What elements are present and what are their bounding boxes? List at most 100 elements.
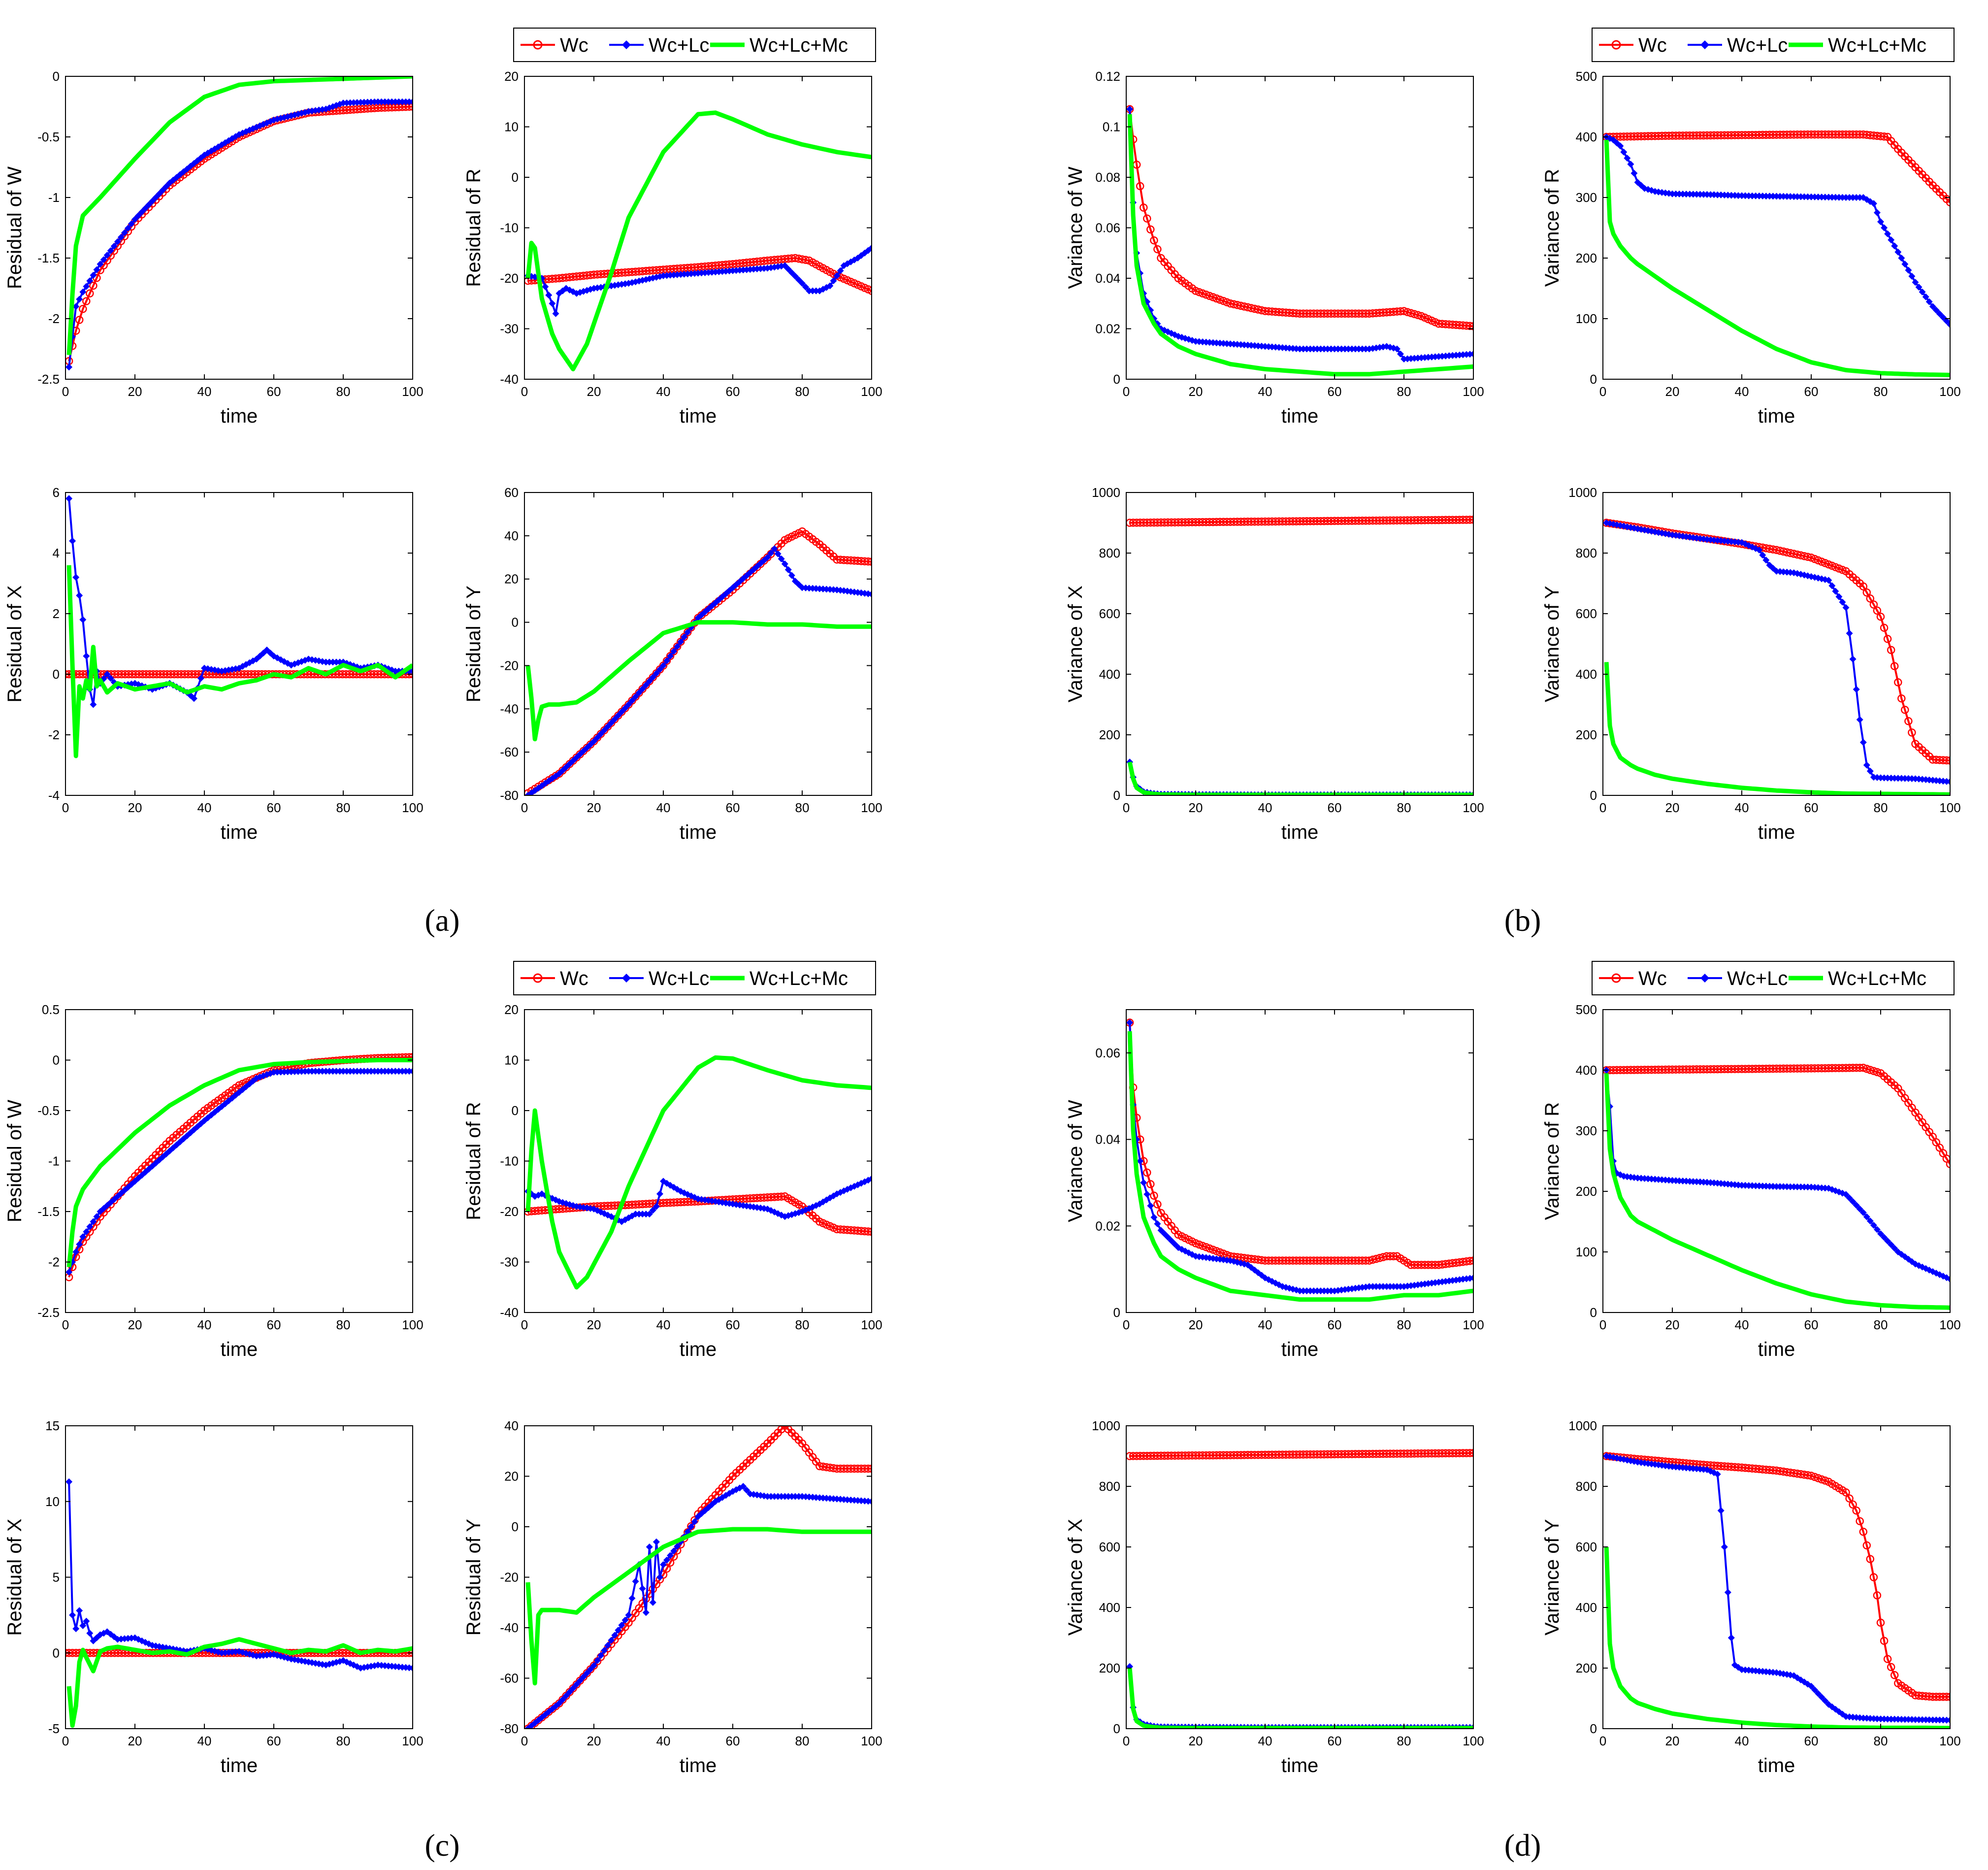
point-wc-lc	[350, 1068, 358, 1075]
axes-box	[1602, 492, 1951, 796]
point-wc-lc	[121, 229, 128, 236]
x-tick-label: 60	[267, 1734, 281, 1748]
x-tick-label: 20	[587, 384, 601, 399]
legend-marker-wc	[533, 973, 543, 983]
point-wc-lc	[691, 1518, 698, 1525]
point-wc-lc	[580, 1673, 587, 1680]
point-wc	[867, 287, 872, 295]
series-wc-lc-b1	[1126, 105, 1473, 362]
point-wc-lc	[646, 1211, 653, 1218]
y-tick-label: -80	[500, 1721, 519, 1736]
x-tick-label: 60	[1328, 800, 1342, 815]
point-wc	[1198, 289, 1207, 298]
point-wc-lc	[103, 252, 111, 259]
series-wc-lc-mc-c4	[525, 1527, 872, 1686]
point-wc	[1859, 1063, 1868, 1072]
y-tick-label: -20	[500, 271, 519, 286]
series-wc-lc-mc-b3	[1127, 761, 1473, 795]
legend-box	[1592, 28, 1955, 62]
point-wc	[1887, 1663, 1895, 1672]
point-wc	[1866, 594, 1875, 603]
point-wc-lc	[124, 225, 131, 232]
point-wc	[662, 1564, 671, 1573]
point-wc-lc	[799, 280, 806, 287]
y-tick-label: -1.5	[37, 1204, 60, 1219]
x-tick-label: 60	[726, 1317, 740, 1332]
x-tick-label: 0	[521, 1734, 528, 1748]
point-wc-lc	[791, 272, 799, 280]
x-tick-label: 100	[402, 384, 423, 399]
x-tick-label: 40	[656, 1734, 671, 1748]
point-wc-lc	[152, 194, 160, 201]
point-wc-lc	[409, 667, 413, 675]
x-tick-label: 0	[62, 1317, 69, 1332]
point-wc-lc	[65, 1478, 73, 1485]
legend-marker-wc	[533, 40, 543, 50]
point-wc-lc	[65, 1269, 73, 1276]
point-wc-lc	[674, 643, 681, 650]
point-wc-lc	[1126, 105, 1134, 113]
chart-d2: 0 20 40 60 80 100 0 100 200 300 400 500 time Variance…	[1541, 961, 1961, 1360]
point-wc-lc	[868, 591, 872, 598]
point-wc-lc	[1884, 230, 1891, 237]
y-tick-label: 200	[1576, 1661, 1597, 1675]
point-wc-lc	[1846, 630, 1853, 637]
axes-box	[524, 76, 872, 380]
y-tick-label: 0	[1590, 788, 1597, 803]
x-tick-label: 60	[1804, 1734, 1819, 1748]
point-wc-lc	[1303, 1287, 1310, 1295]
point-wc-lc	[740, 1483, 747, 1490]
x-tick-label: 100	[861, 1734, 882, 1748]
point-wc-lc	[1894, 248, 1902, 256]
x-tick-label: 20	[1189, 384, 1203, 399]
y-tick-label: 0	[512, 1103, 519, 1118]
point-wc-lc	[402, 98, 409, 105]
point-wc-lc	[100, 256, 107, 263]
point-wc-lc	[1310, 345, 1317, 353]
y-tick-label: 10	[504, 120, 519, 134]
point-wc	[1136, 182, 1144, 191]
point-wc-lc	[1859, 739, 1867, 746]
point-wc-lc	[621, 705, 629, 712]
point-wc-lc	[632, 1211, 639, 1218]
point-wc-lc	[1832, 588, 1839, 595]
x-tick-label: 60	[1804, 800, 1819, 815]
point-wc-lc	[1714, 1471, 1721, 1478]
series-wc-b1	[1126, 105, 1473, 330]
point-wc	[867, 558, 872, 566]
x-tick-label: 60	[1328, 1734, 1342, 1748]
legend-label-wclcmc: Wc+Lc+Mc	[750, 968, 848, 989]
point-wc	[1887, 646, 1895, 655]
point-wc-lc	[656, 1190, 663, 1198]
point-wc-lc	[1296, 1287, 1304, 1295]
point-wc-lc	[138, 208, 146, 216]
y-tick-label: -40	[500, 701, 519, 716]
point-wc-lc	[833, 272, 841, 279]
line-wc	[1606, 133, 1950, 203]
y-axis-label: Residual of R	[463, 168, 485, 287]
y-tick-label: 1000	[1568, 485, 1597, 500]
point-wc-lc	[667, 1552, 674, 1559]
y-tick-label: 200	[1576, 251, 1597, 265]
series-wc-b4	[1603, 519, 1950, 765]
axes-box	[1602, 76, 1951, 380]
x-axis-label: time	[1281, 821, 1319, 843]
x-tick-label: 60	[1804, 384, 1819, 399]
series-wc-c2	[524, 1192, 872, 1236]
point-wc-lc	[1804, 1183, 1811, 1191]
y-tick-label: 0.04	[1095, 1132, 1120, 1147]
y-tick-label: 1000	[1568, 1418, 1597, 1433]
point-wc-lc	[308, 1068, 316, 1075]
x-tick-label: 20	[128, 800, 142, 815]
y-tick-label: 40	[504, 1418, 519, 1433]
point-wc	[1849, 1500, 1857, 1509]
y-tick-label: 800	[1099, 1479, 1120, 1494]
y-tick-label: 4	[53, 546, 60, 560]
point-wc-lc	[1296, 345, 1304, 353]
point-wc-lc	[79, 616, 87, 623]
point-wc-lc	[395, 1068, 402, 1075]
point-wc	[1205, 1244, 1214, 1253]
x-tick-label: 0	[521, 384, 528, 399]
point-wc-lc	[332, 1068, 340, 1075]
legend-box	[513, 961, 876, 995]
